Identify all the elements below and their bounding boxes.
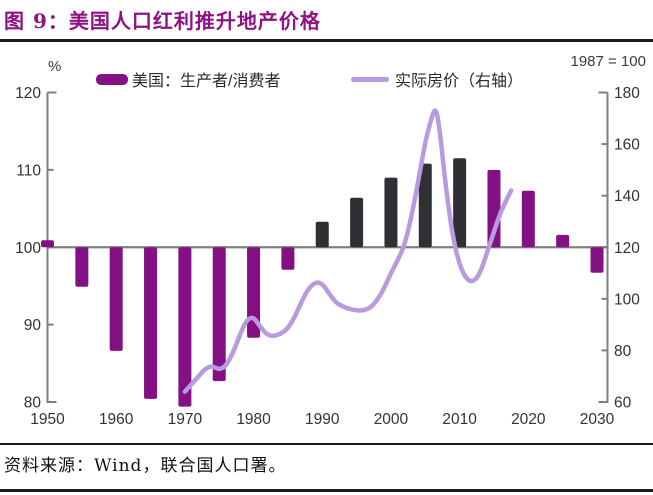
bar-1975 [212,247,226,382]
x-axis-tick-label: 1970 [168,411,203,428]
left-axis-tick-label: 90 [24,317,42,334]
bar-2020 [521,190,535,248]
x-axis-tick-label: 2030 [580,411,615,428]
x-axis-tick-label: 2000 [374,411,409,428]
bar-1980 [247,247,261,338]
right-axis-tick-label: 100 [614,291,640,308]
figure-title: 图 9：美国人口红利推升地产价格 [4,9,321,33]
right-axis-unit-label: 1987 = 100 [570,53,647,70]
left-axis-tick-label: 100 [15,240,41,257]
left-axis-tick-label: 120 [15,85,41,102]
bar-1970 [178,247,192,407]
bar-2030 [590,247,604,273]
right-axis-tick-label: 180 [614,85,640,102]
bar-2025 [556,234,570,248]
x-axis-tick-label: 2020 [511,411,546,428]
left-axis-unit-label: % [48,58,62,75]
title-divider [0,39,653,42]
x-axis-tick-label: 2010 [442,411,477,428]
bar-1985 [281,247,295,270]
bar-1990 [315,221,329,248]
right-axis-tick-label: 80 [614,343,632,360]
bar-2000 [384,177,398,248]
line-swatch-icon [351,76,389,82]
bar-2005 [418,163,432,248]
source-note: 资料来源：Wind，联合国人口署。 [4,456,287,476]
legend-item-line: 实际房价（右轴） [351,69,524,90]
x-axis-tick-label: 1980 [236,411,271,428]
bar-swatch-icon [96,73,128,85]
bar-1950 [41,240,54,248]
right-axis-tick-label: 120 [614,240,640,257]
right-axis-tick-label: 140 [614,188,640,205]
left-axis-tick-label: 110 [16,162,41,179]
bottom-divider [0,489,653,492]
left-axis-tick-label: 80 [24,395,42,412]
bar-1960 [109,247,123,351]
legend-item-bars: 美国：生产者/消费者 [96,69,281,90]
x-axis-tick-label: 1950 [30,411,65,428]
right-axis-tick-label: 60 [614,395,632,412]
right-axis-tick-label: 160 [614,137,640,154]
bar-1995 [350,197,364,248]
housing-price-line [182,108,514,394]
bar-2010 [453,158,467,248]
chart-divider [0,443,653,445]
bar-1955 [75,247,89,287]
legend-bar-label: 美国：生产者/消费者 [132,73,281,90]
bar-1965 [144,247,158,399]
legend-line-label: 实际房价（右轴） [395,73,524,90]
x-axis-tick-label: 1990 [305,411,340,428]
x-axis-tick-label: 1960 [99,411,134,428]
